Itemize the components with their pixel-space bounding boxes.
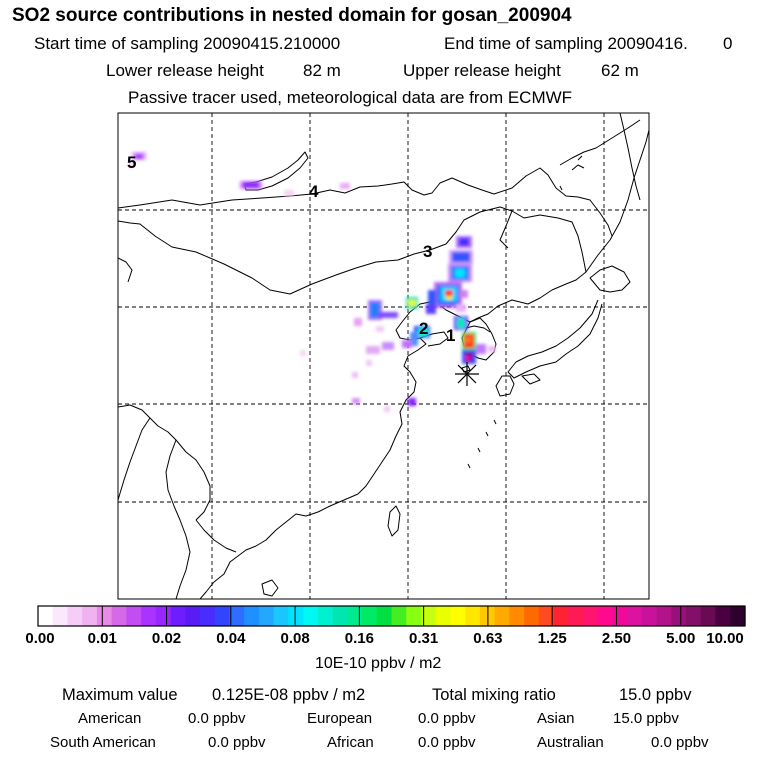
colorbar-swatch: [332, 606, 348, 626]
region-label-4: 4: [309, 182, 319, 201]
total-mixing-value: 15.0 ppbv: [619, 686, 692, 704]
colorbar-swatch: [391, 606, 407, 626]
region-value-asian: 15.0 ppbv: [613, 710, 679, 727]
colorbar-swatch: [641, 606, 658, 626]
region-label-3: 3: [423, 242, 432, 261]
colorbar-swatch: [406, 606, 422, 626]
region-value-european: 0.0 ppbv: [418, 710, 476, 727]
max-value: 0.125E-08 ppbv / m2: [212, 686, 366, 704]
colorbar-tick-label: 0.02: [151, 630, 182, 647]
colorbar-tick-label: 0.63: [473, 630, 503, 647]
colorbar-swatch: [730, 606, 746, 626]
colorbar-swatch: [509, 606, 525, 626]
colorbar-swatch: [38, 606, 54, 626]
colorbar-swatch: [376, 606, 393, 626]
end-time-label: End time of sampling 20090416.: [444, 34, 688, 53]
colorbar-tick-label: 0.08: [280, 630, 310, 647]
colorbar-swatch: [141, 606, 157, 626]
upper-height-value: 62 m: [601, 61, 639, 80]
colorbar-swatch: [465, 606, 481, 626]
colorbar-swatch: [553, 606, 569, 626]
info-line: Passive tracer used, meteorological data…: [128, 88, 573, 107]
colorbar-swatch: [686, 606, 702, 626]
colorbar-swatch: [288, 606, 304, 626]
region-label-5: 5: [127, 153, 136, 172]
region-label-1: 1: [446, 326, 455, 345]
colorbar-tick-label: 0.31: [409, 630, 439, 647]
coastlines: [118, 113, 649, 599]
colorbar-tick-label: 2.50: [601, 630, 632, 647]
map-frame: [117, 112, 650, 600]
colorbar-swatch: [126, 606, 142, 626]
colorbar-swatch: [656, 606, 672, 626]
colorbar-tick-label: 0.04: [216, 630, 246, 647]
colorbar-tick-label: 0.16: [344, 630, 374, 647]
colorbar-swatch: [420, 606, 437, 626]
colorbar-swatch: [435, 606, 452, 626]
region-value-south-american: 0.0 ppbv: [208, 734, 266, 751]
total-mixing-label: Total mixing ratio: [432, 686, 556, 704]
colorbar-tick-label: 5.00: [666, 630, 696, 647]
colorbar-swatch: [185, 606, 201, 626]
receptor-asterisk-icon: [455, 362, 479, 386]
colorbar-swatch: [214, 606, 231, 626]
colorbar-swatch: [362, 606, 378, 626]
colorbar-swatch: [229, 606, 245, 626]
colorbar-swatch: [82, 606, 98, 626]
page-title: SO2 source contributions in nested domai…: [12, 5, 572, 26]
max-value-label: Maximum value: [62, 686, 178, 704]
colorbar-tick-label: 0.00: [25, 630, 55, 647]
colorbar-tick-label: 1.25: [537, 630, 567, 647]
region-value-australian: 0.0 ppbv: [651, 734, 709, 751]
region-value-african: 0.0 ppbv: [418, 734, 476, 751]
region-value-american: 0.0 ppbv: [188, 710, 246, 727]
region-name-asian: Asian: [537, 710, 575, 727]
colorbar-swatch: [524, 606, 540, 626]
colorbar-swatch: [597, 606, 614, 626]
colorbar-swatch: [627, 606, 643, 626]
tracer-field: [128, 152, 496, 412]
colorbar-swatch: [715, 606, 731, 626]
region-name-european: European: [307, 710, 373, 727]
colorbar-swatch: [303, 606, 319, 626]
colorbar-swatch: [111, 606, 127, 626]
map-grid: [118, 113, 649, 599]
end-time-value: 0: [723, 34, 733, 53]
colorbar-swatch: [170, 606, 186, 626]
colorbar-swatch: [582, 606, 599, 626]
colorbar-unit: 10E-10 ppbv / m2: [315, 655, 442, 672]
colorbar-swatch: [538, 606, 555, 626]
colorbar-swatch: [700, 606, 717, 626]
colorbar-swatch: [96, 606, 113, 626]
colorbar-swatch: [347, 606, 363, 626]
colorbar-swatch: [494, 606, 510, 626]
colorbar-frame: [37, 605, 746, 627]
colorbar-swatch: [273, 606, 289, 626]
colorbar-swatch: [155, 606, 172, 626]
lower-height-label: Lower release height: [106, 61, 264, 80]
colorbar-tick-label: 10.00: [706, 630, 744, 647]
colorbar-swatch: [52, 606, 69, 626]
colorbar-swatch: [258, 606, 275, 626]
colorbar-swatch: [200, 606, 216, 626]
colorbar-swatch: [568, 606, 584, 626]
colorbar-swatch: [671, 606, 687, 626]
region-name-american: American: [78, 710, 142, 727]
start-time-label: Start time of sampling 20090415.210000: [34, 34, 341, 53]
colorbar-swatch: [450, 606, 466, 626]
region-name-australian: Australian: [537, 734, 604, 751]
colorbar: [37, 605, 746, 627]
colorbar-swatch: [612, 606, 628, 626]
colorbar-swatch: [244, 606, 260, 626]
region-name-african: African: [327, 734, 374, 751]
colorbar-swatch: [317, 606, 334, 626]
colorbar-tick-label: 0.01: [87, 630, 117, 647]
region-label-2: 2: [419, 319, 428, 338]
lower-height-value: 82 m: [303, 61, 341, 80]
upper-height-label: Upper release height: [403, 61, 561, 80]
region-name-south-american: South American: [50, 734, 156, 751]
colorbar-swatch: [67, 606, 83, 626]
